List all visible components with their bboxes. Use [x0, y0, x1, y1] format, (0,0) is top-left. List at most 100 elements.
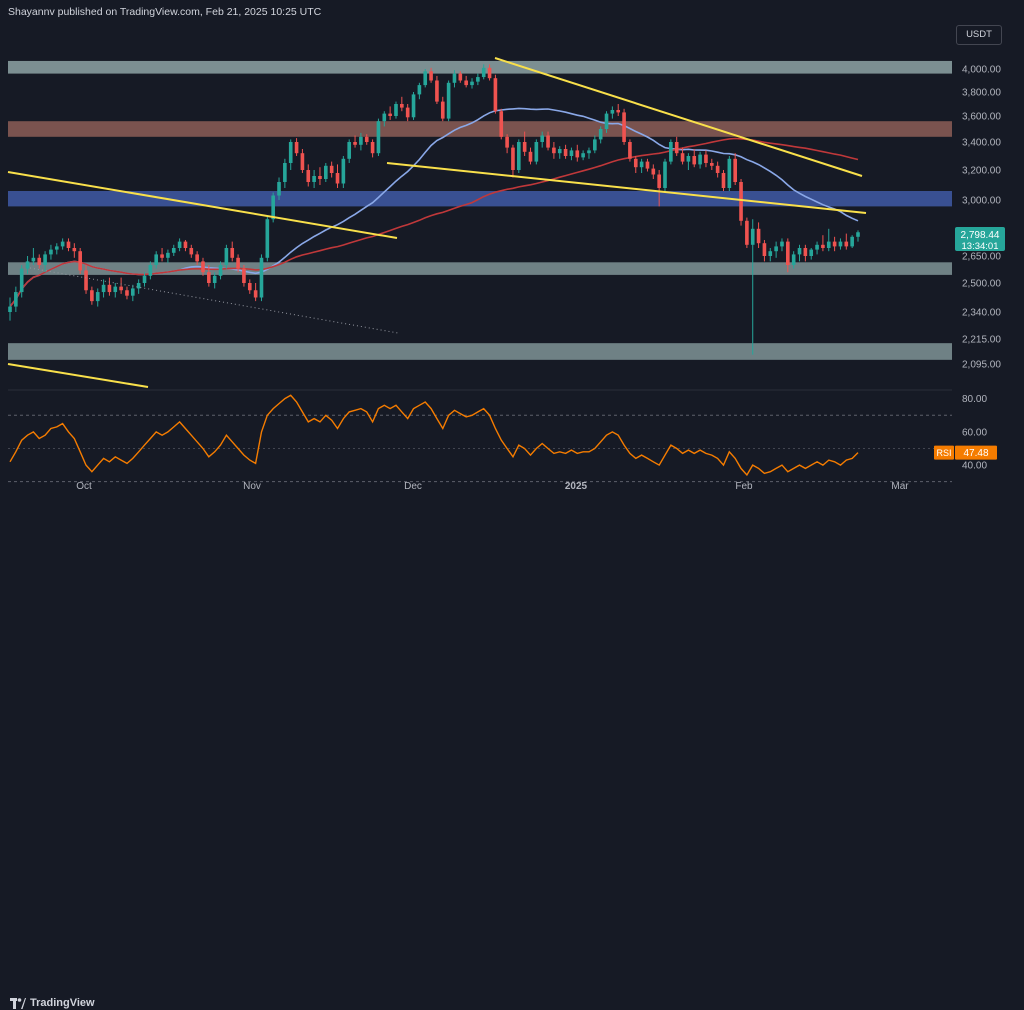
trendline-lower-left	[7, 363, 149, 388]
candle	[136, 279, 141, 294]
candle	[540, 131, 545, 148]
candle-body	[826, 241, 831, 248]
candle-body	[774, 246, 778, 252]
candle	[107, 277, 112, 296]
candle-body	[125, 290, 129, 296]
candle-body	[341, 158, 346, 184]
candle-body	[487, 67, 492, 79]
candle-body	[359, 136, 363, 145]
candle-body	[651, 168, 656, 175]
candle	[698, 151, 702, 169]
candle	[95, 288, 100, 307]
rsi-axis-label: 60.00	[962, 427, 987, 438]
candle	[756, 222, 761, 248]
currency-selector[interactable]: USDT	[956, 25, 1002, 45]
candle	[8, 297, 12, 321]
candle	[37, 254, 42, 269]
candle	[394, 101, 398, 119]
rsi-indicator-name: RSI	[936, 448, 951, 458]
price-axis-label: 3,200.00	[962, 166, 1001, 177]
candle	[838, 238, 843, 250]
candle	[727, 156, 732, 191]
price-axis-label: 3,600.00	[962, 112, 1001, 123]
candle-body	[698, 154, 702, 165]
candle	[400, 96, 404, 112]
candle-body	[815, 244, 819, 250]
candle-body	[446, 82, 451, 119]
candle	[750, 219, 755, 355]
candle	[101, 279, 106, 298]
candle	[49, 244, 53, 260]
price-chart[interactable]: 4,000.00 3,800.00 3,600.00 3,400.00 3,200.00…	[0, 0, 1024, 523]
candle-body	[271, 195, 275, 220]
candle-body	[569, 150, 574, 156]
candle	[786, 238, 790, 273]
candle-body	[207, 272, 211, 283]
candle-body	[850, 236, 854, 247]
candle-body	[236, 257, 240, 269]
tradingview-brand: TradingView	[30, 997, 95, 1009]
candle	[171, 244, 176, 256]
candle-body	[745, 220, 749, 245]
candle-body	[786, 241, 790, 265]
candle	[639, 158, 644, 173]
candle	[821, 235, 825, 252]
candle	[417, 82, 422, 100]
candle-body	[657, 174, 661, 188]
candle-body	[201, 261, 205, 273]
candle	[43, 251, 47, 273]
candle	[300, 149, 305, 173]
candle-body	[242, 268, 246, 283]
candle-body	[803, 248, 808, 256]
candle-body	[394, 104, 398, 116]
candle-body	[505, 136, 509, 148]
candle-body	[680, 153, 685, 162]
candle	[154, 251, 159, 269]
candle-body	[8, 306, 12, 312]
candle	[645, 158, 650, 172]
candle-body	[756, 228, 761, 244]
candle-body	[709, 163, 714, 166]
candle	[557, 146, 562, 159]
price-axis-label: 2,095.00	[962, 360, 1001, 371]
candle-body	[639, 161, 644, 168]
candle	[575, 144, 580, 162]
candle	[616, 104, 621, 116]
candle-body	[318, 176, 322, 179]
candle-body	[733, 158, 737, 182]
candle	[715, 161, 720, 178]
candle-body	[353, 142, 357, 145]
candle-body	[382, 113, 387, 122]
candle	[569, 147, 574, 161]
candle	[452, 70, 457, 88]
trendline-upper-resistance	[494, 57, 863, 177]
candle-body	[429, 71, 433, 81]
candle	[458, 71, 463, 83]
candle-body	[481, 67, 486, 78]
candle-body	[470, 81, 474, 86]
candle	[581, 150, 585, 161]
candle-body	[253, 290, 258, 298]
candle	[633, 156, 638, 173]
candle	[230, 241, 235, 262]
candle-body	[230, 248, 235, 258]
candle	[259, 254, 264, 302]
candle-body	[844, 241, 849, 247]
candle-body	[335, 173, 340, 184]
candle	[160, 248, 164, 262]
candle-body	[610, 110, 615, 114]
candle	[195, 251, 199, 265]
candle-body	[692, 156, 697, 165]
price-axis-label: 2,650.00	[962, 252, 1001, 263]
candle	[826, 228, 831, 252]
candle	[335, 164, 340, 188]
candle	[247, 279, 252, 294]
candle	[265, 216, 270, 262]
time-axis-label: Dec	[404, 481, 422, 492]
rsi-axis-label: 40.00	[962, 461, 987, 472]
candle	[435, 75, 439, 104]
candle-body	[528, 151, 533, 162]
candle-body	[49, 249, 53, 255]
candle-body	[669, 142, 673, 162]
candle-body	[329, 165, 334, 173]
